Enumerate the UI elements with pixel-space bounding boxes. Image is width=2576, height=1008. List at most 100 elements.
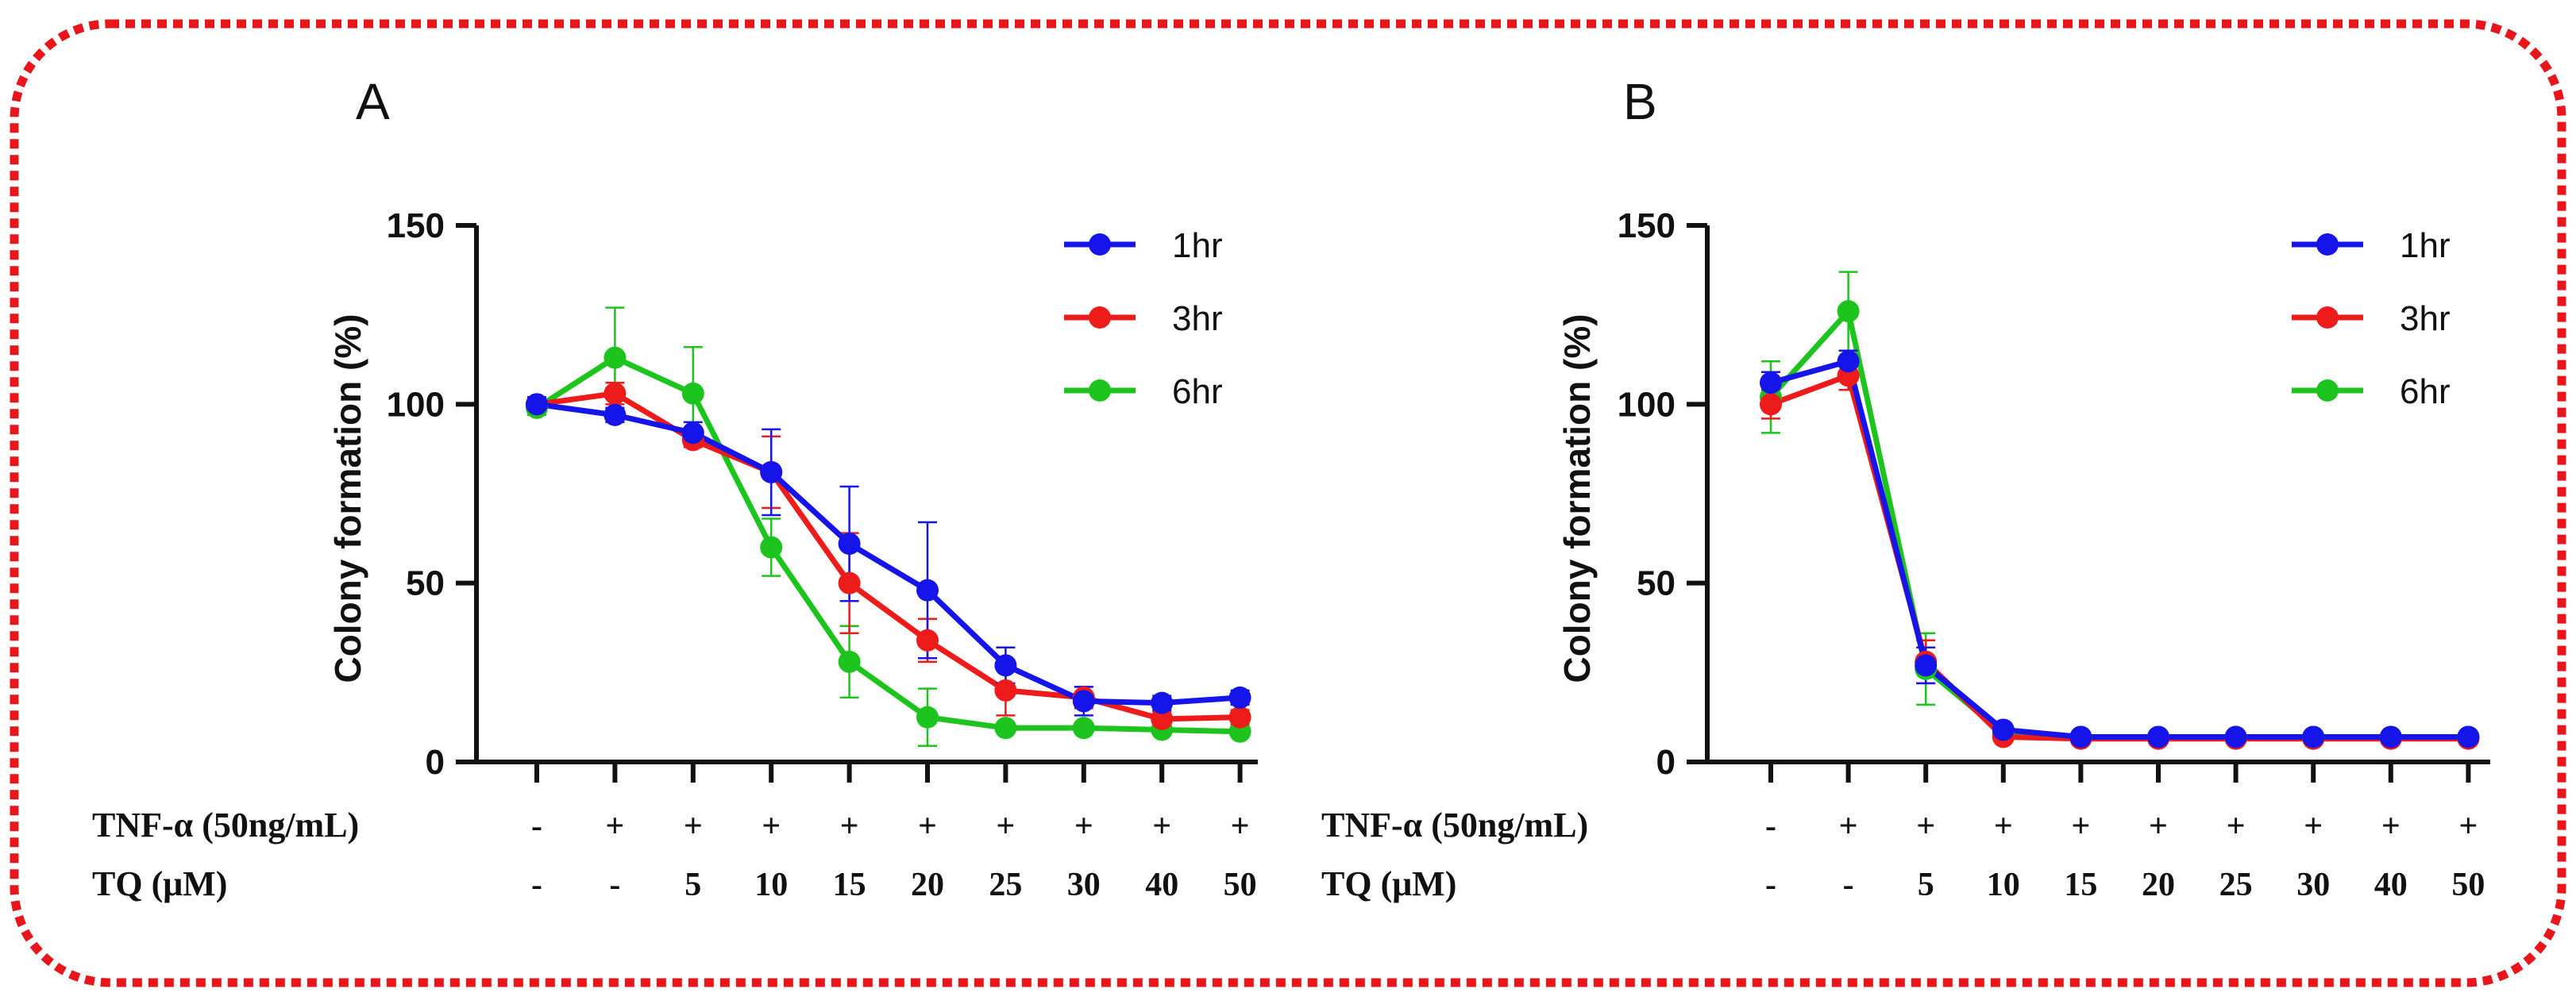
panel-a-series-line-6hr bbox=[535, 355, 1240, 735]
panel-a-legend-label-3hr: 3hr bbox=[1172, 299, 1223, 338]
panel-a-tq-value: 20 bbox=[911, 867, 944, 903]
panel-b-letter: B bbox=[1623, 73, 1657, 130]
panel-b-legend-item-3hr: 3hr bbox=[2292, 299, 2451, 338]
panel-a-y-tick-label: 150 bbox=[387, 206, 445, 245]
panel-b-point-1hr bbox=[1915, 654, 1938, 677]
panel-a-tq-value: 15 bbox=[833, 867, 866, 903]
panel-a-point-3hr bbox=[604, 382, 627, 405]
panel-a-tnf-value: + bbox=[1074, 808, 1093, 844]
panel-a-tq-value: 10 bbox=[754, 867, 788, 903]
panel-a-legend-marker-3hr bbox=[1089, 306, 1111, 329]
panel-b-tq-value: 50 bbox=[2451, 867, 2485, 903]
panel-a-point-6hr bbox=[604, 346, 627, 369]
panel-b-tnf-row-label: TNF-α (50ng/mL) bbox=[1321, 806, 1588, 844]
panel-b-tq-value: 5 bbox=[1918, 867, 1934, 903]
panel-a-tq-value: 50 bbox=[1224, 867, 1257, 903]
panel-b-tq-value: 15 bbox=[2064, 867, 2097, 903]
panel-b-tq-value: 30 bbox=[2296, 867, 2330, 903]
panel-b-point-1hr bbox=[1992, 718, 2015, 741]
panel-b-legend-label-1hr: 1hr bbox=[2400, 226, 2451, 265]
panel-a-legend-marker-6hr bbox=[1089, 379, 1111, 402]
panel-b-point-1hr bbox=[2147, 725, 2169, 748]
panel-a-point-3hr bbox=[1228, 706, 1251, 729]
panel-a-point-6hr bbox=[1072, 717, 1095, 740]
panel-b-tnf-value: + bbox=[1916, 808, 1935, 844]
panel-a-point-1hr bbox=[526, 393, 548, 416]
panel-b-legend-item-1hr: 1hr bbox=[2292, 226, 2451, 265]
panel-a-tq-value: 25 bbox=[989, 867, 1022, 903]
panel-a-tnf-value: + bbox=[762, 808, 781, 844]
panel-a-tq-value: - bbox=[531, 867, 542, 903]
panel-a-tq-value: 5 bbox=[684, 867, 701, 903]
panel-b-legend-marker-1hr bbox=[2316, 233, 2339, 256]
panel-b-tq-value: 10 bbox=[1987, 867, 2020, 903]
panel-a-tq-row-label: TQ (μM) bbox=[92, 864, 227, 903]
panel-b-tq-value: 25 bbox=[2219, 867, 2253, 903]
panel-a-point-1hr bbox=[1151, 691, 1174, 714]
panel-a-legend-item-6hr: 6hr bbox=[1064, 372, 1223, 411]
panel-a-point-3hr bbox=[1151, 707, 1174, 730]
panel-b-tnf-value: + bbox=[1994, 808, 2013, 844]
panel-a-point-1hr bbox=[604, 403, 627, 426]
panel-a-tnf-value: + bbox=[1152, 808, 1171, 844]
panel-b-legend-marker-3hr bbox=[2316, 306, 2339, 329]
panel-b-point-1hr bbox=[2457, 725, 2480, 748]
panel-a-legend-item-3hr: 3hr bbox=[1064, 299, 1223, 338]
panel-a-point-1hr bbox=[994, 654, 1017, 677]
panel-b-tnf-value: + bbox=[2458, 808, 2478, 844]
panel-a-point-3hr bbox=[916, 629, 939, 652]
panel-b-point-1hr bbox=[1837, 350, 1860, 373]
panel-a-point-6hr bbox=[838, 650, 861, 673]
panel-a-tnf-value: + bbox=[1231, 808, 1250, 844]
panel-a-point-1hr bbox=[760, 460, 783, 483]
panel-b-tnf-value: + bbox=[2071, 808, 2090, 844]
panel-b-point-6hr bbox=[1837, 300, 1860, 323]
panel-b-point-1hr bbox=[1760, 371, 1782, 394]
panel-a-legend-item-1hr: 1hr bbox=[1064, 226, 1223, 265]
panel-a-point-1hr bbox=[1072, 690, 1095, 713]
panel-b-point-1hr bbox=[2379, 725, 2402, 748]
panel-a-y-tick-label: 100 bbox=[387, 385, 445, 424]
panel-a: A Colony formation (%) TNF-α (50ng/mL) T… bbox=[92, 73, 1258, 903]
panel-b-y-tick-label: 0 bbox=[1656, 743, 1676, 782]
panel-b-tq-value: - bbox=[1843, 867, 1854, 903]
panel-a-plot: 0 50 100 150 - + + + + + + + + + - - 5 10 15 20 25 30 40 50 1hr 3… bbox=[387, 206, 1258, 903]
panel-b-point-1hr bbox=[2224, 725, 2247, 748]
panel-b-legend-marker-6hr bbox=[2316, 379, 2339, 402]
panel-b-plot: 0 50 100 150 - + + + + + + + + + - - 5 10 15 20 25 30 40 50 1hr 3… bbox=[1618, 206, 2490, 903]
panel-a-tnf-value: + bbox=[605, 808, 624, 844]
panel-b-tq-value: 40 bbox=[2374, 867, 2408, 903]
panel-a-point-1hr bbox=[1228, 686, 1251, 709]
panel-a-tq-value: - bbox=[609, 867, 620, 903]
panel-b-tnf-value: + bbox=[2304, 808, 2323, 844]
panel-b-series-line-6hr bbox=[1768, 308, 2469, 740]
panel-a-tq-value: 40 bbox=[1145, 867, 1178, 903]
panel-b-y-tick-label: 150 bbox=[1618, 206, 1676, 245]
panel-a-series-line-3hr bbox=[536, 391, 1240, 722]
panel-a-letter: A bbox=[356, 73, 390, 130]
panel-b-legend-item-6hr: 6hr bbox=[2292, 372, 2451, 411]
panel-b-y-tick-label: 50 bbox=[1637, 564, 1676, 603]
panel-a-point-1hr bbox=[916, 579, 939, 602]
panel-a-point-6hr bbox=[760, 536, 783, 559]
panel-a-y-tick-label: 0 bbox=[426, 743, 445, 782]
panel-a-tnf-value: + bbox=[684, 808, 703, 844]
panel-b-tnf-value: + bbox=[2149, 808, 2168, 844]
panel-a-tnf-value: + bbox=[840, 808, 859, 844]
panel-b-tnf-value: + bbox=[2227, 808, 2246, 844]
panel-b-tq-value: - bbox=[1765, 867, 1776, 903]
panel-a-y-tick-label: 50 bbox=[406, 564, 445, 603]
dotted-frame-border bbox=[10, 19, 2566, 987]
panel-a-tnf-value: + bbox=[996, 808, 1015, 844]
panel-b-point-1hr bbox=[2302, 725, 2325, 748]
panel-b-tnf-value: + bbox=[1839, 808, 1858, 844]
panel-a-point-6hr bbox=[994, 717, 1017, 740]
panel-a-point-6hr bbox=[681, 382, 704, 405]
panel-a-tnf-value: - bbox=[531, 808, 542, 844]
panel-b-tq-row-label: TQ (μM) bbox=[1321, 864, 1456, 903]
panel-a-legend-marker-1hr bbox=[1089, 233, 1111, 256]
panel-a-y-axis-label: Colony formation (%) bbox=[327, 314, 368, 683]
panel-b-tnf-value: - bbox=[1765, 808, 1776, 844]
panel-b-legend-label-6hr: 6hr bbox=[2400, 372, 2451, 411]
